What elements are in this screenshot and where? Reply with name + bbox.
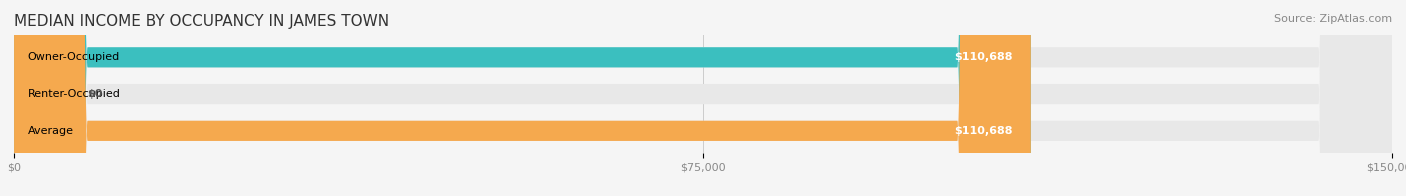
Text: $0: $0 xyxy=(87,89,103,99)
Text: Source: ZipAtlas.com: Source: ZipAtlas.com xyxy=(1274,14,1392,24)
Text: Renter-Occupied: Renter-Occupied xyxy=(28,89,121,99)
Text: MEDIAN INCOME BY OCCUPANCY IN JAMES TOWN: MEDIAN INCOME BY OCCUPANCY IN JAMES TOWN xyxy=(14,14,389,29)
Text: $110,688: $110,688 xyxy=(953,52,1012,62)
FancyBboxPatch shape xyxy=(14,0,1392,196)
Text: Average: Average xyxy=(28,126,75,136)
FancyBboxPatch shape xyxy=(14,0,1392,196)
FancyBboxPatch shape xyxy=(14,0,1031,196)
FancyBboxPatch shape xyxy=(14,0,1392,196)
FancyBboxPatch shape xyxy=(14,0,1031,196)
Text: $110,688: $110,688 xyxy=(953,126,1012,136)
Text: Owner-Occupied: Owner-Occupied xyxy=(28,52,120,62)
